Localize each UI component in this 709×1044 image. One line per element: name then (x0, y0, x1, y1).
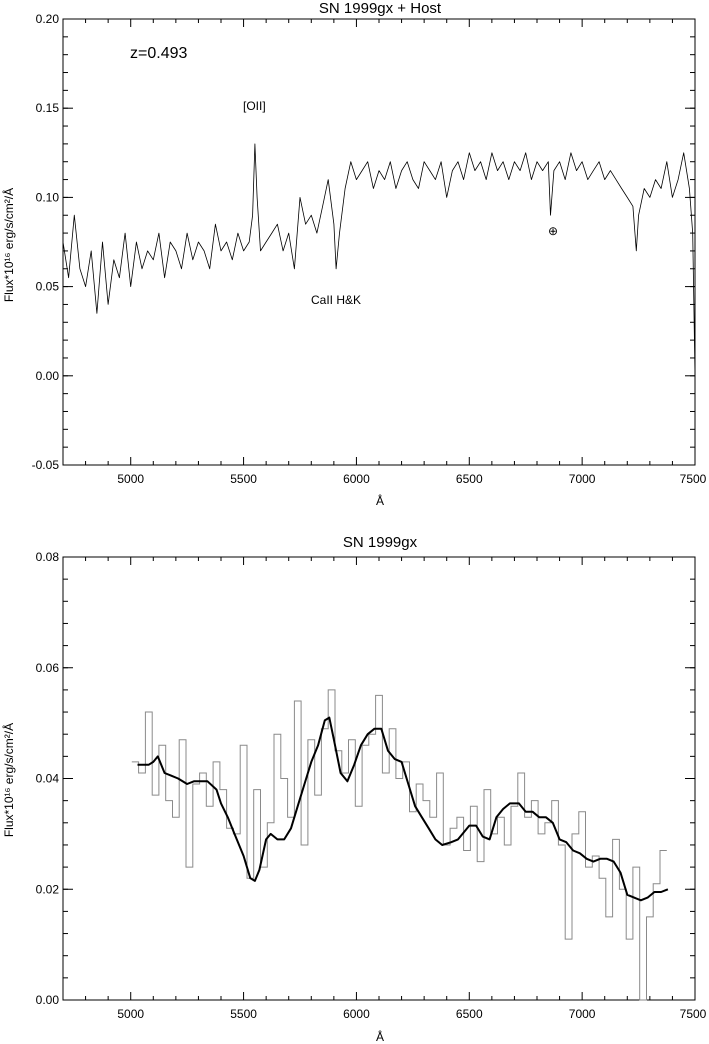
y-tick-label-top: 0.20 (36, 12, 60, 26)
x-tick-label-top: 5500 (230, 472, 257, 486)
annotation-caii-hk: CaII H&K (311, 293, 361, 307)
x-tick-label-bottom: 7500 (680, 1007, 707, 1021)
y-tick-label-top: 0.15 (36, 101, 60, 115)
annotation-telluric: ⊕ (548, 224, 558, 238)
axis-ticks-bottom: 5000 5500 6000 6500 7000 7500 0.00 0.02 0.04 0.06… (36, 550, 707, 1021)
annotation-redshift: z=0.493 (130, 45, 187, 62)
x-tick-label-top: 7000 (569, 472, 596, 486)
y-tick-label-bottom: 0.00 (36, 993, 60, 1007)
series-spectrum-top (62, 143, 696, 376)
x-tick-label-top: 6000 (343, 472, 370, 486)
y-tick-label-bottom: 0.04 (36, 772, 60, 786)
y-tick-label-top: 0.00 (36, 369, 60, 383)
axis-ticks-top: 5000 5500 6000 6500 7000 7500 -0.05 0.00 0.05 0.1… (32, 12, 707, 486)
y-tick-label-top: 0.10 (36, 190, 60, 204)
y-tick-label-bottom: 0.06 (36, 661, 60, 675)
series-group-bottom (131, 689, 669, 1001)
chart-title-bottom: SN 1999gx (343, 534, 418, 551)
y-tick-label-bottom: 0.02 (36, 882, 60, 896)
x-tick-label-top: 6500 (456, 472, 483, 486)
y-tick-label-bottom: 0.08 (36, 550, 60, 564)
chart-panel-top: SN 1999gx + Host Flux*10¹⁶ erg/s/cm²/Å Å… (1, 0, 707, 508)
x-tick-label-top: 7500 (680, 472, 707, 486)
plot-frame-bottom (62, 556, 696, 1001)
annotation-oii: [OII] (243, 99, 266, 113)
x-tick-label-bottom: 5500 (230, 1007, 257, 1021)
series-histogram-bottom (131, 689, 667, 1001)
x-tick-label-bottom: 6000 (343, 1007, 370, 1021)
x-tick-label-bottom: 6500 (456, 1007, 483, 1021)
x-tick-label-top: 5000 (117, 472, 144, 486)
y-tick-label-top: -0.05 (32, 458, 60, 472)
x-axis-label-top: Å (376, 493, 384, 508)
chart-title-top: SN 1999gx + Host (319, 0, 442, 17)
chart-panel-bottom: SN 1999gx Flux*10¹⁶ erg/s/cm²/Å Å 5000 55… (1, 534, 707, 1044)
series-group-top (62, 143, 696, 376)
y-tick-label-top: 0.05 (36, 280, 60, 294)
x-axis-label-bottom: Å (376, 1029, 384, 1044)
y-axis-label-bottom: Flux*10¹⁶ erg/s/cm²/Å (1, 723, 16, 837)
x-tick-label-bottom: 5000 (117, 1007, 144, 1021)
series-smoothed-bottom (137, 716, 669, 902)
y-axis-label-top: Flux*10¹⁶ erg/s/cm²/Å (1, 188, 16, 302)
plot-frame-top (62, 18, 696, 466)
x-tick-label-bottom: 7000 (569, 1007, 596, 1021)
